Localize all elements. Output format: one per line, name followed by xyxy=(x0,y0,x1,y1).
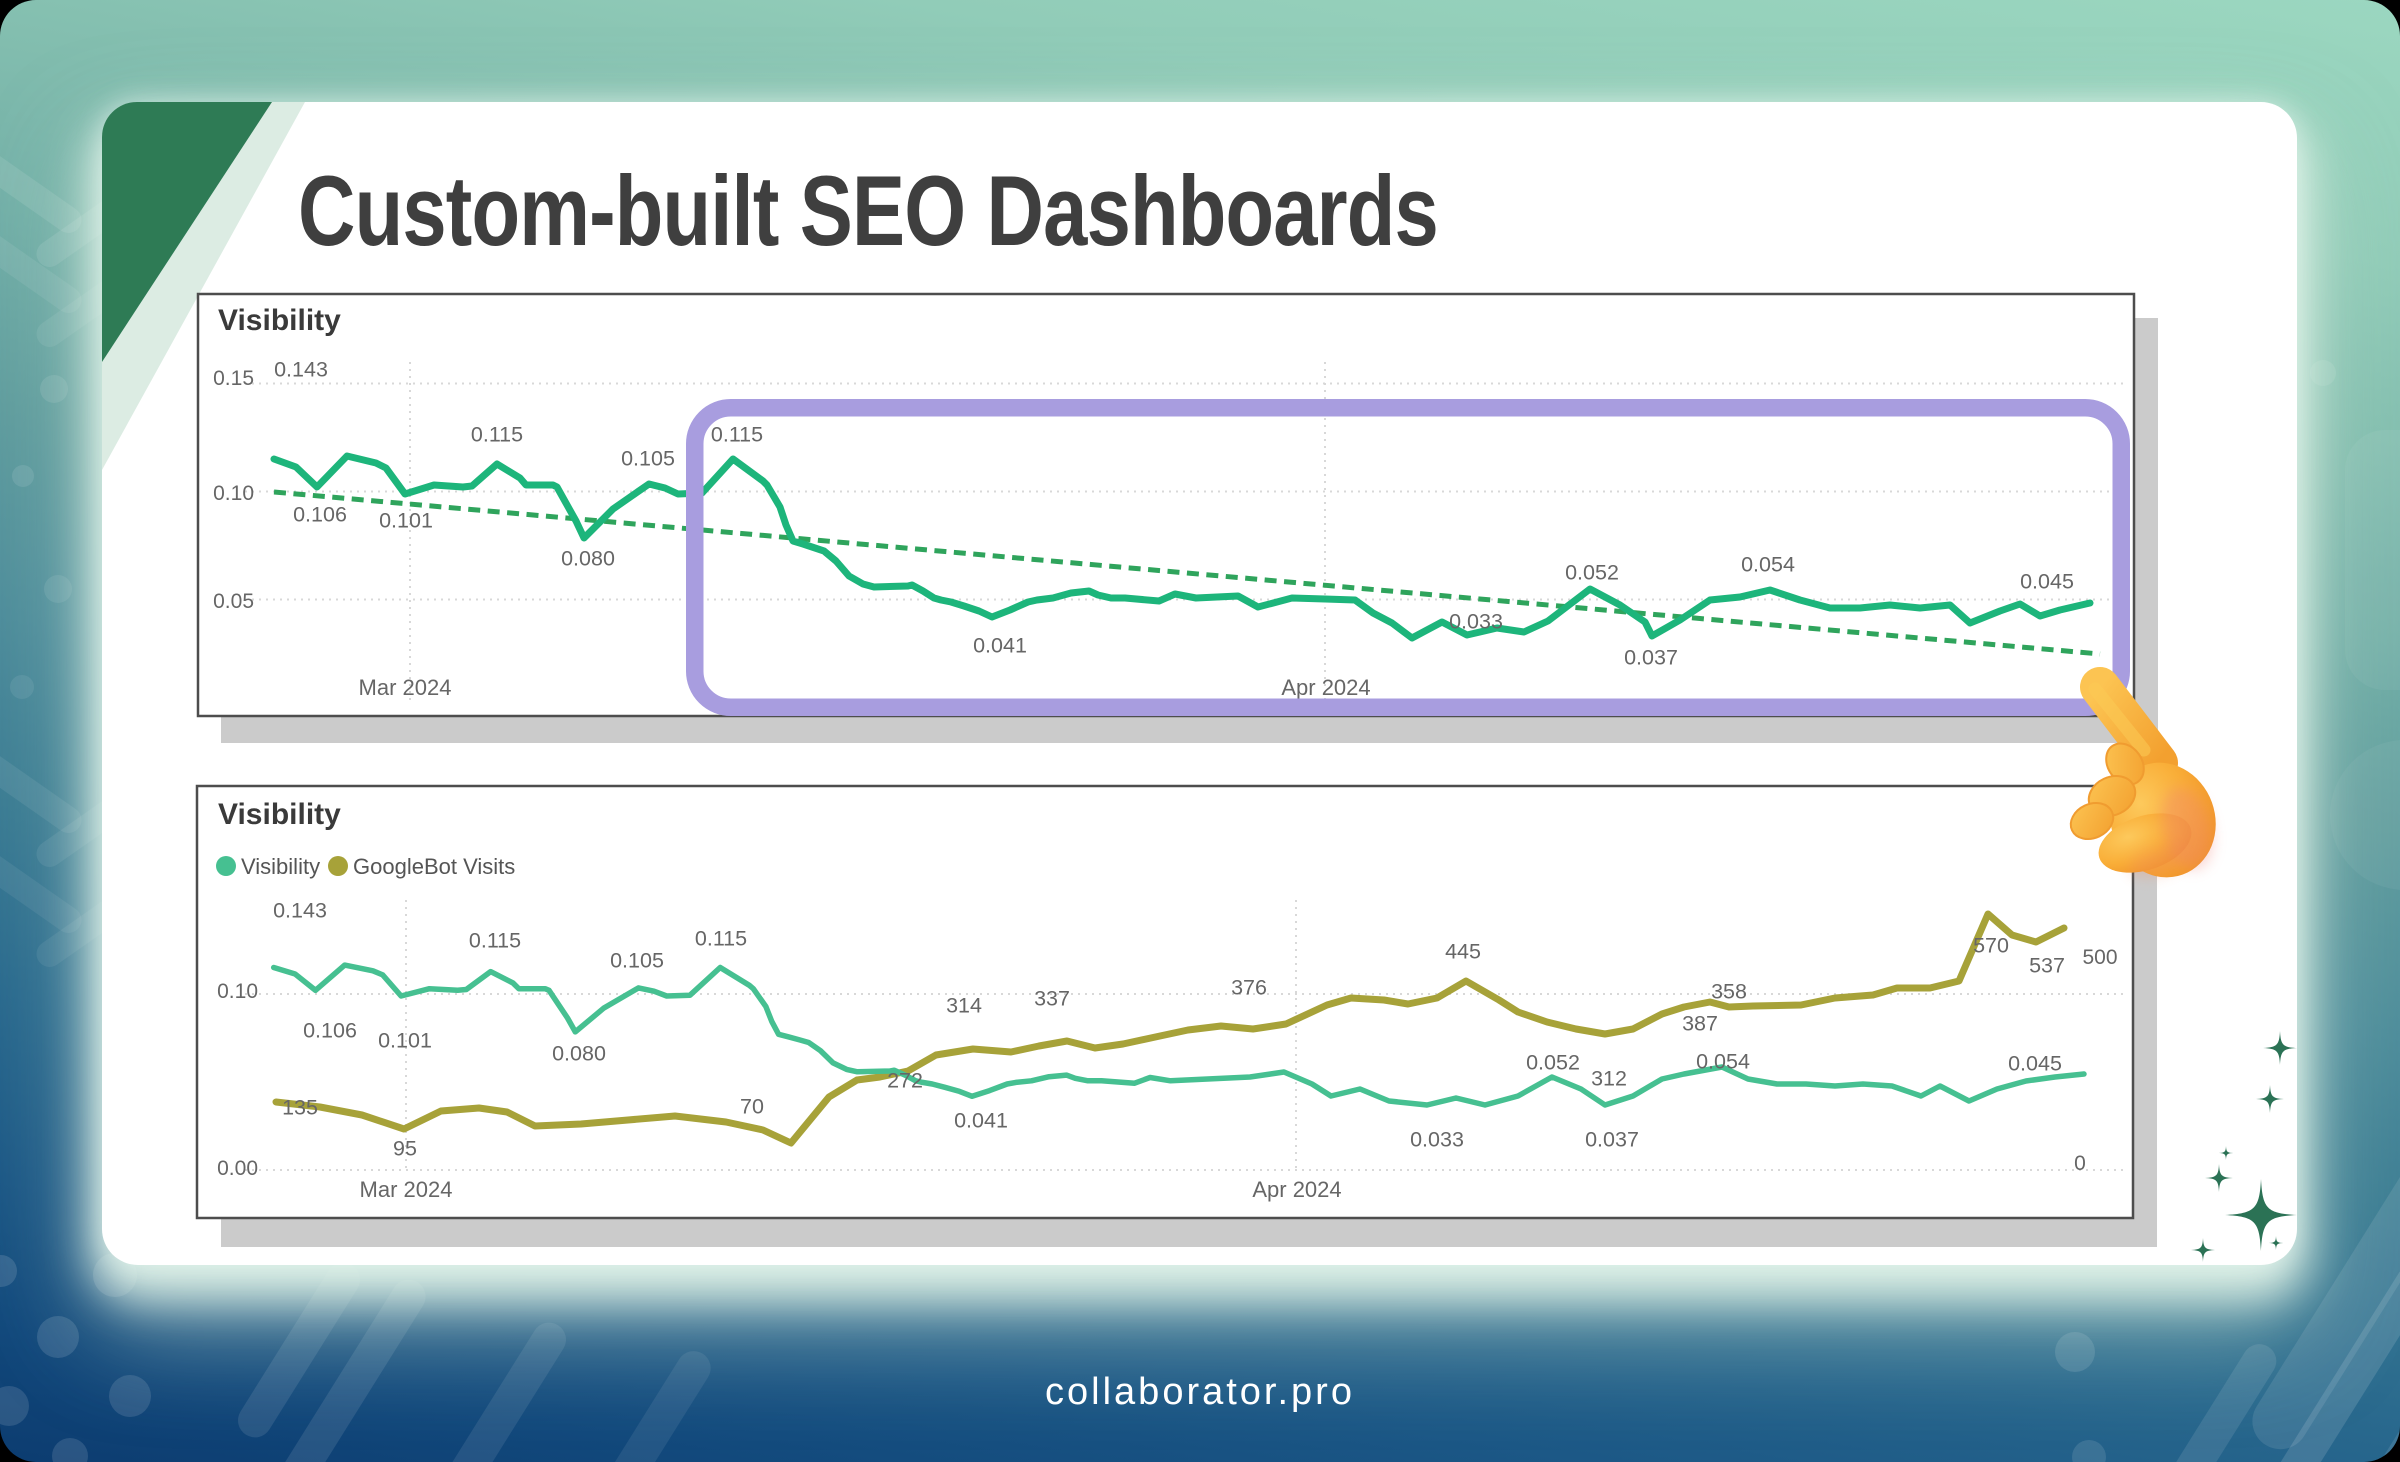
svg-text:0.041: 0.041 xyxy=(973,634,1027,658)
svg-text:0.033: 0.033 xyxy=(1410,1128,1464,1152)
svg-text:0.052: 0.052 xyxy=(1565,561,1619,585)
svg-text:0.101: 0.101 xyxy=(378,1029,432,1053)
svg-text:570: 570 xyxy=(1973,934,2009,958)
svg-text:0.15: 0.15 xyxy=(213,367,254,390)
svg-text:0.115: 0.115 xyxy=(711,423,763,447)
svg-text:0: 0 xyxy=(2074,1152,2086,1175)
svg-text:0.041: 0.041 xyxy=(954,1109,1008,1133)
svg-text:0.033: 0.033 xyxy=(1449,610,1503,634)
svg-text:445: 445 xyxy=(1445,940,1481,964)
svg-text:0.105: 0.105 xyxy=(621,447,675,471)
svg-text:Visibility: Visibility xyxy=(218,798,341,831)
svg-text:0.10: 0.10 xyxy=(213,482,254,505)
svg-text:0.106: 0.106 xyxy=(303,1019,357,1043)
svg-text:0.045: 0.045 xyxy=(2008,1052,2062,1076)
svg-text:0.080: 0.080 xyxy=(552,1042,606,1066)
svg-text:Mar 2024: Mar 2024 xyxy=(359,675,452,700)
svg-text:537: 537 xyxy=(2029,954,2065,978)
svg-text:Apr 2024: Apr 2024 xyxy=(1281,675,1370,700)
svg-text:GoogleBot Visits: GoogleBot Visits xyxy=(353,854,515,879)
svg-text:0.080: 0.080 xyxy=(561,547,615,571)
svg-text:0.045: 0.045 xyxy=(2020,570,2074,594)
svg-text:0.115: 0.115 xyxy=(469,929,521,953)
svg-text:Visibility: Visibility xyxy=(241,854,320,879)
svg-text:0.05: 0.05 xyxy=(213,590,254,613)
svg-text:Apr 2024: Apr 2024 xyxy=(1252,1177,1341,1202)
svg-text:0.143: 0.143 xyxy=(273,899,327,923)
svg-text:95: 95 xyxy=(393,1137,417,1161)
svg-text:135: 135 xyxy=(282,1096,318,1120)
svg-text:0.106: 0.106 xyxy=(293,503,347,527)
svg-text:0.101: 0.101 xyxy=(379,509,433,533)
svg-text:500: 500 xyxy=(2082,946,2117,969)
svg-text:0.054: 0.054 xyxy=(1696,1050,1750,1074)
svg-text:0.00: 0.00 xyxy=(217,1157,258,1180)
svg-text:358: 358 xyxy=(1711,980,1747,1004)
svg-text:Visibility: Visibility xyxy=(218,304,341,337)
svg-text:314: 314 xyxy=(946,994,982,1018)
svg-text:0.143: 0.143 xyxy=(274,358,328,382)
svg-text:0.105: 0.105 xyxy=(610,949,664,973)
svg-text:0.115: 0.115 xyxy=(471,423,523,447)
svg-text:0.115: 0.115 xyxy=(695,927,747,951)
svg-text:Mar 2024: Mar 2024 xyxy=(360,1177,453,1202)
svg-text:376: 376 xyxy=(1231,976,1267,1000)
svg-text:0.10: 0.10 xyxy=(217,980,258,1003)
svg-text:272: 272 xyxy=(887,1069,923,1093)
svg-text:0.054: 0.054 xyxy=(1741,553,1795,577)
svg-text:387: 387 xyxy=(1682,1012,1718,1036)
svg-text:70: 70 xyxy=(740,1095,764,1119)
svg-text:0.052: 0.052 xyxy=(1526,1051,1580,1075)
svg-text:0.037: 0.037 xyxy=(1585,1128,1639,1152)
svg-text:312: 312 xyxy=(1591,1067,1627,1091)
svg-text:0.037: 0.037 xyxy=(1624,646,1678,670)
svg-text:337: 337 xyxy=(1034,987,1070,1011)
